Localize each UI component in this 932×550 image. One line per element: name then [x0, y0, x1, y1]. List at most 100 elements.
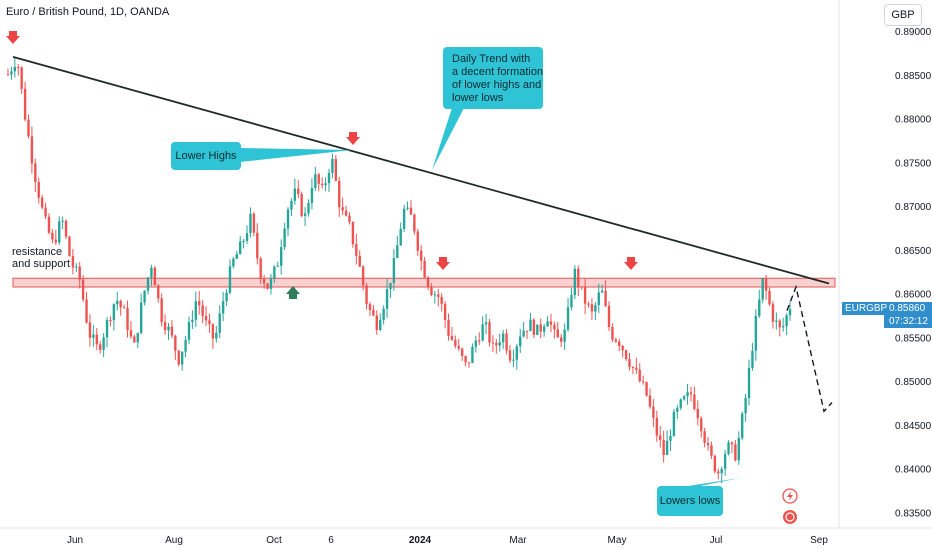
candle-body: [303, 213, 307, 216]
candle-body: [27, 119, 30, 137]
candle-body: [242, 240, 245, 242]
candle-body: [775, 320, 778, 322]
candle-body: [778, 320, 781, 328]
candle-body: [478, 340, 481, 342]
candle-body: [10, 71, 13, 75]
candle-body: [150, 267, 153, 278]
candle-body: [51, 232, 54, 240]
candle-body: [481, 324, 484, 341]
candle-body: [652, 406, 655, 418]
candle-body: [450, 336, 454, 340]
candle-body: [365, 285, 368, 305]
candle-body: [713, 455, 717, 472]
candle-body: [689, 392, 693, 395]
candle-body: [290, 200, 293, 210]
candle-body: [266, 283, 269, 289]
candle-body: [194, 301, 198, 320]
candle-body: [399, 228, 402, 246]
candle-body: [740, 413, 744, 439]
candle-body: [392, 258, 396, 283]
candle-body: [706, 442, 710, 446]
candle-body: [460, 348, 464, 357]
candle-body: [71, 256, 75, 268]
candle-body: [379, 319, 382, 330]
candle-body: [781, 326, 785, 328]
candle-body: [358, 255, 361, 267]
candle-body: [314, 174, 317, 188]
candle-body: [583, 286, 587, 304]
candle-body: [744, 398, 747, 414]
projection-path: [786, 284, 833, 413]
support-resistance-zone: [12, 277, 836, 288]
candle-body: [587, 303, 590, 305]
candle-body: [228, 266, 232, 293]
candle-body: [198, 301, 201, 306]
candle-body: [457, 345, 460, 349]
candle-body: [641, 381, 645, 383]
candle-body: [170, 326, 174, 336]
lower-highs-pointer: [240, 148, 352, 162]
candle-body: [232, 258, 235, 267]
candle-body: [662, 440, 665, 455]
candle-body: [88, 322, 92, 338]
candle-body: [597, 292, 600, 306]
candle-body: [727, 442, 730, 454]
candle-body: [218, 313, 221, 333]
candle-body: [515, 346, 519, 360]
candle-body: [539, 324, 542, 332]
resistance-label: resistance and support: [12, 246, 71, 270]
lowers-lows-pointer: [688, 478, 740, 486]
candle-body: [563, 329, 566, 342]
candle-body: [382, 308, 385, 320]
candle-body: [344, 210, 348, 216]
candle-body: [693, 394, 696, 409]
candle-body: [686, 392, 689, 397]
candle-body: [235, 254, 238, 259]
candle-body: [269, 278, 273, 289]
candle-body: [239, 241, 242, 255]
candle-body: [348, 215, 351, 222]
candle-body: [522, 330, 525, 337]
candle-body: [700, 418, 703, 432]
candle-body: [13, 66, 17, 72]
candle-body: [631, 366, 635, 368]
candle-body: [160, 298, 163, 323]
candle-body: [614, 339, 618, 342]
candle-body: [368, 304, 372, 311]
event-flag-icon[interactable]: [783, 510, 797, 524]
candle-body: [201, 305, 204, 316]
candle-body: [754, 315, 758, 351]
candle-body: [327, 172, 331, 184]
candle-body: [153, 267, 157, 286]
candle-body: [317, 174, 320, 184]
candle-body: [177, 350, 180, 365]
candle-body: [737, 438, 740, 461]
x-tick-label: Aug: [165, 535, 183, 546]
candle-body: [191, 319, 194, 323]
candle-body: [122, 307, 126, 309]
currency-button[interactable]: GBP: [884, 4, 922, 26]
x-tick-label: May: [608, 535, 627, 546]
candle-body: [590, 304, 594, 312]
candle-body: [710, 445, 713, 456]
candle-body: [594, 305, 597, 312]
candle-body: [672, 411, 676, 437]
candle-body: [413, 214, 416, 232]
y-tick-label: 0.88500: [895, 71, 932, 82]
candle-body: [58, 221, 61, 243]
candle-body: [536, 324, 539, 335]
x-tick-label: 6: [328, 535, 334, 546]
candle-body: [129, 330, 133, 337]
candle-body: [768, 290, 771, 305]
daily-trend-callout: Daily Trend with a decent formation of l…: [443, 47, 543, 109]
chart-title: Euro / British Pound, 1D, OANDA: [6, 6, 170, 18]
countdown: 07:32:12: [889, 316, 928, 327]
candle-body: [771, 304, 775, 322]
candle-body: [64, 220, 68, 237]
candle-body: [75, 266, 78, 268]
candle-body: [703, 431, 706, 443]
candle-body: [81, 279, 85, 300]
candle-body: [20, 67, 23, 89]
candle-body: [396, 245, 399, 259]
